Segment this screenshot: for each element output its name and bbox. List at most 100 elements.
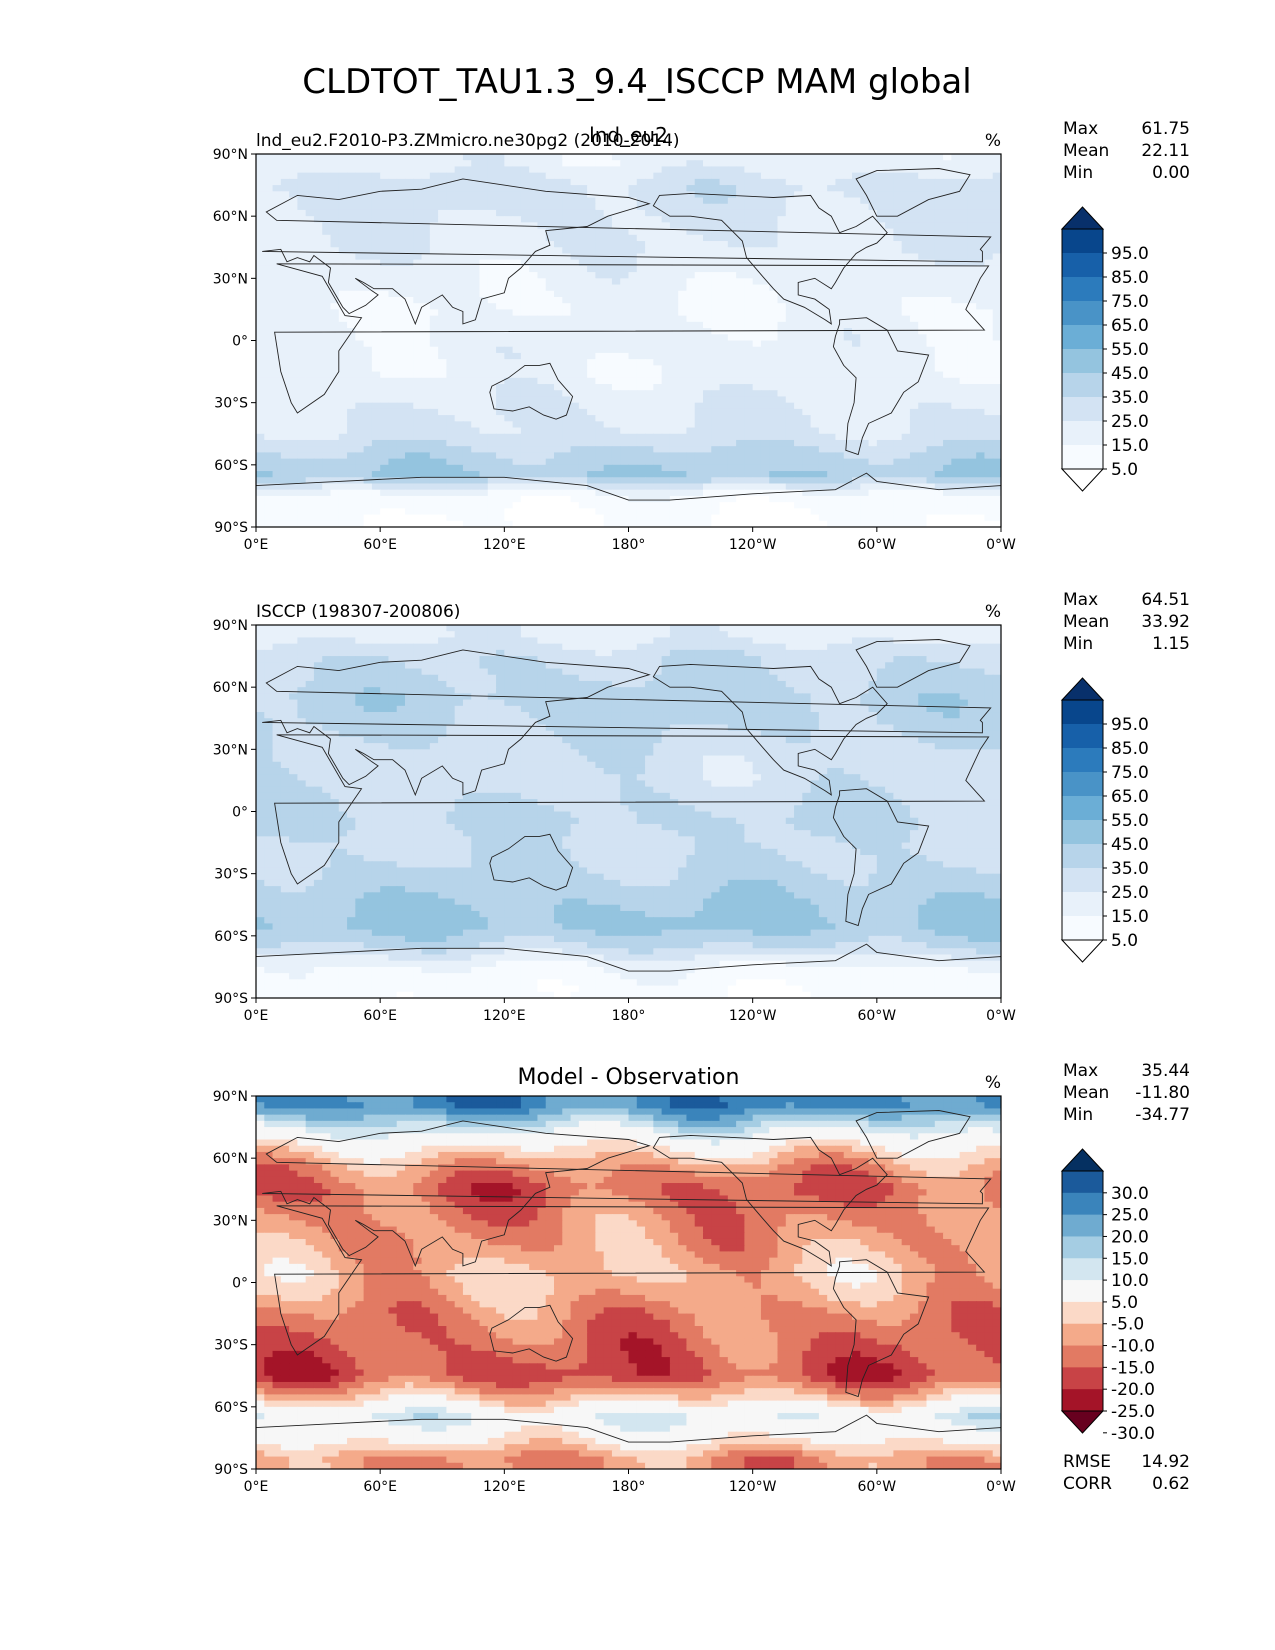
field-cell xyxy=(520,334,530,342)
field-cell xyxy=(487,172,497,180)
field-cell xyxy=(620,439,630,447)
field-cell xyxy=(843,446,853,453)
field-cell xyxy=(355,172,365,180)
field-cell xyxy=(976,421,986,429)
field-cell xyxy=(462,340,472,348)
field-cell xyxy=(984,160,994,168)
field-cell xyxy=(396,359,406,366)
field-cell xyxy=(918,191,928,199)
field-cell xyxy=(703,359,712,366)
field-cell xyxy=(512,178,522,186)
field-cell xyxy=(611,197,621,205)
field-cell xyxy=(984,172,994,180)
field-cell xyxy=(578,303,588,311)
field-cell xyxy=(554,396,563,404)
field-cell xyxy=(769,247,779,255)
field-cell xyxy=(843,352,853,360)
field-cell xyxy=(595,290,605,298)
field-cell xyxy=(603,495,613,503)
field-cell xyxy=(578,371,588,379)
field-cell xyxy=(744,471,754,478)
field-cell xyxy=(661,359,671,366)
field-cell xyxy=(297,334,307,342)
field-cell xyxy=(438,234,447,242)
field-cell xyxy=(827,371,837,379)
field-cell xyxy=(380,421,390,429)
field-cell xyxy=(810,166,820,174)
field-cell xyxy=(529,340,539,348)
field-cell xyxy=(322,309,332,317)
field-cell xyxy=(943,483,952,491)
field-cell xyxy=(305,154,315,161)
field-cell xyxy=(429,408,439,416)
field-cell xyxy=(471,489,481,497)
field-cell xyxy=(802,346,812,354)
field-cell xyxy=(703,433,712,441)
field-cell xyxy=(835,477,845,485)
field-cell xyxy=(305,371,315,379)
field-cell xyxy=(794,247,803,255)
field-cell xyxy=(446,228,456,236)
field-cell xyxy=(487,216,497,223)
field-cell xyxy=(760,427,770,435)
field-cell xyxy=(678,166,688,174)
field-cell xyxy=(570,365,580,373)
field-cell xyxy=(305,452,315,460)
field-cell xyxy=(347,452,356,460)
field-cell xyxy=(496,390,505,398)
field-cell xyxy=(810,396,820,404)
field-cell xyxy=(794,178,803,186)
field-cell xyxy=(976,471,986,478)
field-cell xyxy=(802,222,812,230)
field-cell xyxy=(471,495,481,503)
field-cell xyxy=(818,228,828,236)
field-cell xyxy=(934,483,944,491)
field-cell xyxy=(496,321,505,329)
field-cell xyxy=(785,334,795,342)
field-cell xyxy=(802,452,812,460)
field-cell xyxy=(951,197,961,205)
field-cell xyxy=(885,284,894,292)
field-cell xyxy=(951,483,961,491)
field-cell xyxy=(363,495,373,503)
field-cell xyxy=(760,296,770,304)
field-cell xyxy=(504,359,514,366)
field-cell xyxy=(926,396,936,404)
field-cell xyxy=(537,340,547,348)
field-cell xyxy=(347,234,356,242)
field-cell xyxy=(893,253,903,261)
field-cell xyxy=(322,446,332,453)
field-cell xyxy=(479,228,489,236)
field-cell xyxy=(802,203,812,211)
field-cell xyxy=(678,489,688,497)
field-cell xyxy=(727,365,737,373)
field-cell xyxy=(760,321,770,329)
field-cell xyxy=(703,384,712,391)
field-cell xyxy=(371,371,381,379)
field-cell xyxy=(611,452,621,460)
field-cell xyxy=(413,234,423,242)
field-cell xyxy=(827,228,837,236)
field-cell xyxy=(711,359,721,366)
field-cell xyxy=(645,471,654,478)
field-cell xyxy=(827,191,837,199)
field-cell xyxy=(777,241,787,248)
field-cell xyxy=(777,209,787,217)
field-cell xyxy=(934,272,944,279)
field-cell xyxy=(852,334,861,342)
field-cell xyxy=(653,365,663,373)
field-cell xyxy=(562,427,572,435)
field-cell xyxy=(446,452,456,460)
field-cell xyxy=(686,371,696,379)
field-cell xyxy=(736,203,745,211)
field-cell xyxy=(313,446,323,453)
field-cell xyxy=(512,483,522,491)
field-cell xyxy=(959,390,969,398)
field-cell xyxy=(388,272,398,279)
field-cell xyxy=(868,203,878,211)
field-cell xyxy=(719,433,729,441)
field-cell xyxy=(562,315,572,323)
field-cell xyxy=(520,296,530,304)
field-cell xyxy=(843,303,853,311)
field-cell xyxy=(405,241,414,248)
